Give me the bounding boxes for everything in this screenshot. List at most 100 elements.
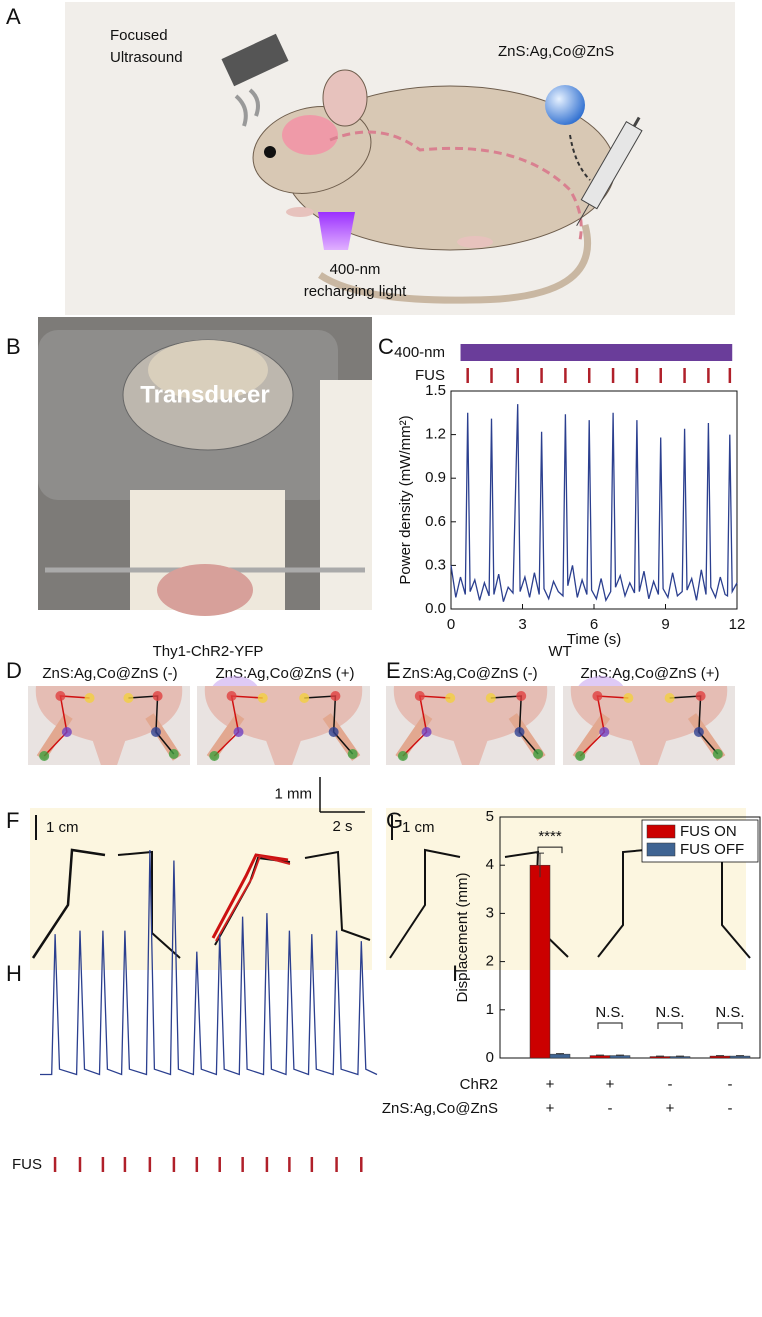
- panel-letter: F: [6, 808, 19, 833]
- panels-d-e: D Thy1-ChR2-YFP ZnS:Ag,Co@ZnS (-) ZnS:Ag…: [6, 643, 735, 765]
- category-sign: -: [608, 1100, 613, 1117]
- significance-bracket: [657, 1022, 683, 1029]
- y-tick-label: 3: [486, 904, 494, 921]
- stick: [213, 695, 263, 757]
- eye: [264, 146, 276, 158]
- joint: [152, 691, 163, 701]
- y-tick-label: 1: [486, 1001, 494, 1018]
- stick: [304, 695, 354, 755]
- joint: [209, 751, 220, 761]
- transducer-icon: [221, 33, 289, 87]
- x-tick-label: 3: [518, 616, 526, 633]
- tail: [318, 224, 592, 304]
- joint: [445, 693, 456, 703]
- condition: ZnS:Ag,Co@ZnS (+): [580, 665, 719, 682]
- mouse-head: [157, 564, 253, 616]
- panel-letter: I: [452, 961, 458, 986]
- joint: [592, 691, 603, 701]
- joint: [693, 727, 704, 737]
- category-sign: +: [666, 1100, 675, 1117]
- label: 400-nm: [330, 261, 381, 278]
- significance: N.S.: [595, 1004, 624, 1021]
- x-tick-label: 9: [661, 616, 669, 633]
- bar: [529, 864, 551, 1059]
- stick: [579, 695, 629, 757]
- legend-label: FUS OFF: [680, 841, 744, 858]
- joint: [123, 693, 134, 703]
- joint: [299, 693, 310, 703]
- significance: ****: [538, 828, 562, 845]
- mouse-photo: [197, 676, 370, 765]
- stick-figure: [389, 848, 461, 959]
- error-bar: [656, 1055, 664, 1058]
- joint: [168, 749, 179, 759]
- panel-letter: B: [6, 334, 21, 359]
- light-beam: [318, 212, 355, 250]
- light-bar: [460, 344, 733, 361]
- x-axis-label: Time (s): [567, 631, 621, 648]
- joint: [397, 751, 408, 761]
- condition: ZnS:Ag,Co@ZnS (-): [402, 665, 537, 682]
- joint: [414, 691, 425, 701]
- significance-bracket: [597, 1022, 623, 1029]
- stick: [669, 695, 719, 755]
- joint: [712, 749, 723, 759]
- trace: [450, 404, 738, 603]
- stick: [490, 695, 539, 755]
- category-sign: -: [728, 1076, 733, 1093]
- label: ZnS:Ag,Co@ZnS: [498, 43, 614, 60]
- syringe: [576, 116, 643, 227]
- significance: N.S.: [655, 1004, 684, 1021]
- panel-title: Thy1-ChR2-YFP: [153, 643, 264, 660]
- fus-label: FUS: [415, 367, 445, 384]
- scale-label: 1 cm: [402, 819, 435, 836]
- joint: [55, 691, 66, 701]
- spinal-path: [329, 130, 583, 241]
- panel-bg: [30, 808, 372, 970]
- error-bar: [596, 1054, 604, 1057]
- stick-figure: [215, 854, 291, 942]
- scale-label: 1 cm: [46, 819, 79, 836]
- stick: [128, 695, 175, 755]
- joint: [575, 751, 586, 761]
- paw: [457, 236, 493, 248]
- light-label: 400-nm: [394, 344, 445, 361]
- stick-figure: [211, 853, 289, 939]
- y-tick-label: 0.9: [425, 469, 446, 486]
- mouse-body: [35, 686, 183, 765]
- error-bar: [616, 1054, 624, 1057]
- joint: [695, 691, 706, 701]
- y-tick-label: 0.3: [425, 556, 446, 573]
- panel-letter: H: [6, 961, 22, 986]
- y-tick-label: 4: [486, 856, 494, 873]
- joint: [84, 693, 95, 703]
- x-tick-label: 6: [590, 616, 598, 633]
- label: Ultrasound: [110, 49, 183, 66]
- legend-swatch: [646, 824, 676, 839]
- panel-b: Transducer B: [6, 317, 372, 616]
- joint: [150, 727, 161, 737]
- scale-label: 2 s: [332, 818, 352, 835]
- label: Transducer: [140, 381, 269, 408]
- device: [320, 380, 372, 610]
- joint: [421, 727, 432, 737]
- stick-figure: [304, 850, 371, 941]
- joint: [347, 749, 358, 759]
- joint: [623, 693, 634, 703]
- paw: [286, 207, 314, 217]
- mouse-photo: [563, 676, 735, 765]
- y-axis-label: Power density (mW/mm²): [397, 415, 414, 584]
- category-sign: +: [546, 1100, 555, 1117]
- joint: [599, 727, 610, 737]
- error-bar: [716, 1055, 724, 1057]
- y-axis-label: Displacement (mm): [454, 872, 471, 1002]
- mouse-photo: [386, 686, 555, 765]
- joint: [485, 693, 496, 703]
- joint: [39, 751, 50, 761]
- panel-title: WT: [548, 643, 571, 660]
- category-sign: +: [606, 1076, 615, 1093]
- panel-letter: G: [386, 808, 403, 833]
- y-tick-label: 1.5: [425, 382, 446, 399]
- panel-letter: E: [386, 658, 401, 683]
